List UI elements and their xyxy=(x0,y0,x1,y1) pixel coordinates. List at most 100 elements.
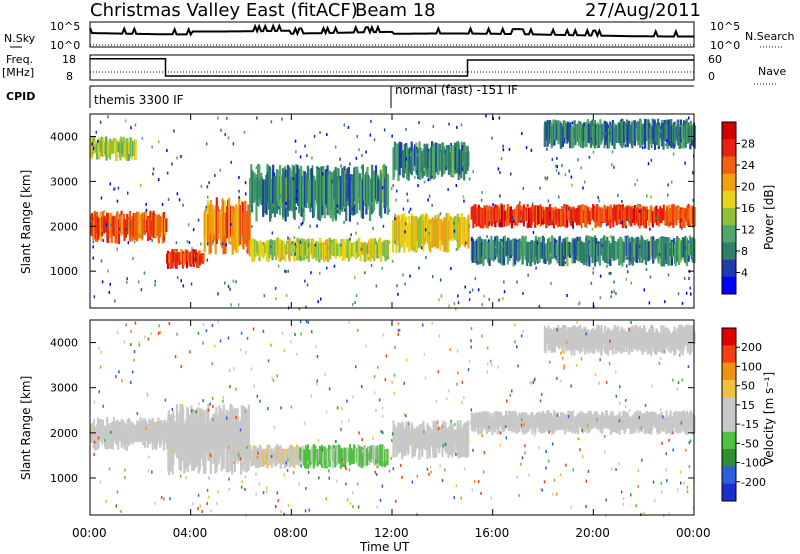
power-band-10-cell xyxy=(551,126,554,147)
power-band-6-cell xyxy=(461,216,464,245)
power-band-8-cell xyxy=(675,206,678,226)
power-scatter-cell xyxy=(502,297,504,301)
velocity-scatter-cell xyxy=(660,408,662,412)
date-label: 27/Aug/2011 xyxy=(585,0,701,21)
velocity-scatter-cell xyxy=(352,491,354,495)
power-scatter-cell xyxy=(455,248,458,251)
power-band-1-cell xyxy=(122,136,125,158)
power-band-10-cell xyxy=(574,124,577,143)
velocity-band-5-cell xyxy=(542,412,545,433)
velocity-band-1-cell xyxy=(180,408,183,472)
power-band-10-cell xyxy=(598,126,601,148)
power-band-8-cell xyxy=(680,208,683,219)
velocity-colorbar-swatch xyxy=(722,449,736,467)
velocity-band-1-cell xyxy=(209,418,212,474)
velocity-scatter-cell xyxy=(410,434,412,438)
velocity-band-2-cell xyxy=(250,450,253,467)
power-scatter-cell xyxy=(158,140,160,144)
velocity-colorbar-swatch xyxy=(722,483,736,502)
velocity-band-5-cell xyxy=(540,414,543,434)
velocity-scatter-cell xyxy=(93,428,95,432)
velocity-scatter-cell xyxy=(663,350,666,354)
power-band-6-cell xyxy=(416,220,419,241)
power-scatter-cell xyxy=(404,222,407,226)
power-scatter-cell xyxy=(630,281,633,285)
power-band-2-cell xyxy=(187,252,190,262)
velocity-scatter-cell xyxy=(692,506,695,510)
power-scatter-cell xyxy=(636,178,639,182)
power-scatter-cell xyxy=(302,209,305,213)
power-scatter-cell xyxy=(298,225,300,229)
power-scatter-cell xyxy=(102,239,105,243)
velocity-scatter-cell xyxy=(321,448,324,452)
power-scatter-cell xyxy=(217,292,219,296)
velocity-scatter-cell xyxy=(511,389,513,393)
velocity-scatter-cell xyxy=(391,380,393,384)
velocity-band-3-cell xyxy=(347,451,350,462)
power-scatter-cell xyxy=(317,300,319,304)
velocity-ylabel: Slant Range [km] xyxy=(19,376,33,480)
x-tick-label: 20:00 xyxy=(575,526,610,540)
power-scatter-cell xyxy=(530,148,533,152)
power-scatter-cell xyxy=(333,264,336,268)
velocity-band-5-cell xyxy=(653,413,656,427)
power-band-7-cell xyxy=(397,143,400,166)
velocity-scatter-cell xyxy=(549,360,551,364)
velocity-band-5-cell xyxy=(651,411,654,431)
power-band-4-cell xyxy=(291,240,295,253)
velocity-scatter-cell xyxy=(450,419,453,423)
velocity-scatter-cell xyxy=(195,410,197,414)
power-band-7-cell xyxy=(428,151,431,182)
velocity-ytick-label: 1000 xyxy=(50,472,78,485)
power-scatter-cell xyxy=(124,119,127,123)
velocity-band-0-cell xyxy=(107,423,110,444)
power-band-4-cell xyxy=(325,244,328,256)
velocity-scatter-cell xyxy=(641,458,643,462)
velocity-scatter-cell xyxy=(240,331,243,335)
power-scatter-cell xyxy=(370,119,372,123)
velocity-scatter-cell xyxy=(637,468,639,472)
power-scatter-cell xyxy=(356,134,358,138)
power-band-8-cell xyxy=(620,205,623,224)
power-scatter-cell xyxy=(157,178,160,181)
velocity-scatter-cell xyxy=(661,441,663,445)
power-band-4-cell xyxy=(271,240,274,261)
velocity-band-0-cell xyxy=(118,421,121,440)
velocity-scatter-cell xyxy=(328,476,330,480)
velocity-scatter-cell xyxy=(637,485,639,488)
power-scatter-cell xyxy=(294,242,296,246)
power-scatter-cell xyxy=(406,192,408,196)
velocity-scatter-cell xyxy=(524,444,526,448)
power-band-0-cell xyxy=(128,210,132,242)
velocity-scatter-cell xyxy=(680,421,683,425)
velocity-scatter-cell xyxy=(454,423,456,427)
power-band-8-cell xyxy=(549,211,552,220)
velocity-scatter-cell xyxy=(372,436,374,440)
velocity-scatter-cell xyxy=(189,350,191,354)
power-scatter-cell xyxy=(284,269,286,273)
power-band-10-cell xyxy=(635,127,638,142)
power-band-9-cell xyxy=(549,241,552,264)
velocity-band-3-cell xyxy=(326,449,329,467)
power-scatter-cell xyxy=(404,230,406,234)
power-colorbar-tick-label: 4 xyxy=(741,267,748,280)
velocity-scatter-cell xyxy=(390,456,392,460)
velocity-band-5-cell xyxy=(551,416,554,435)
velocity-scatter-cell xyxy=(304,509,307,513)
power-scatter-cell xyxy=(628,220,630,223)
power-band-5-cell xyxy=(273,175,276,218)
power-band-0-cell xyxy=(112,220,115,236)
power-band-7-cell xyxy=(458,149,461,175)
power-ytick-label: 3000 xyxy=(50,175,78,188)
power-band-10-cell xyxy=(549,120,552,140)
power-band-6-cell xyxy=(454,216,457,240)
power-scatter-cell xyxy=(677,292,680,296)
power-scatter-cell xyxy=(208,181,210,185)
velocity-band-5-cell xyxy=(682,410,685,432)
velocity-scatter-cell xyxy=(607,419,610,423)
power-scatter-cell xyxy=(503,280,505,284)
velocity-scatter-cell xyxy=(138,341,140,345)
velocity-scatter-cell xyxy=(679,470,682,474)
power-scatter-cell xyxy=(190,282,193,286)
